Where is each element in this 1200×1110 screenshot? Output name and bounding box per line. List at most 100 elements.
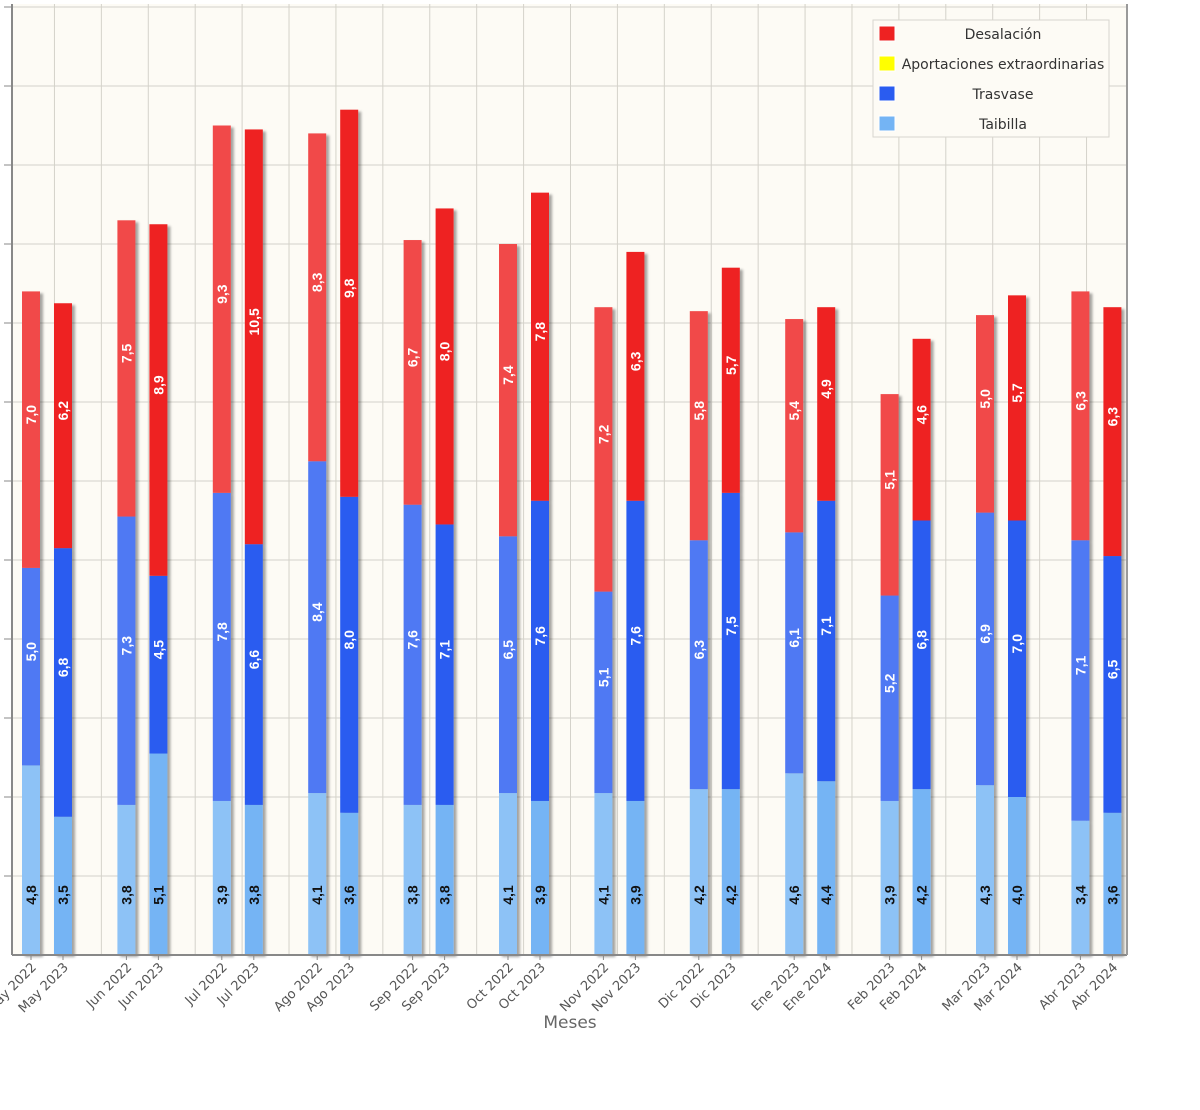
legend-swatch (878, 115, 896, 132)
bar-segment-trasvase (594, 591, 613, 794)
data-label-taibilla: 3,9 (214, 885, 230, 905)
bar-segment-taibilla (880, 800, 899, 955)
data-label-taibilla: 4,2 (723, 885, 739, 905)
data-label-desalacion: 8,3 (309, 272, 325, 292)
data-label-desalacion: 8,9 (150, 375, 166, 395)
data-label-desalacion: 5,7 (1009, 383, 1025, 403)
bar-stack-ago-2022 (308, 133, 327, 955)
x-axis-title: Meses (543, 1013, 596, 1033)
bar-segment-desalacion (435, 208, 454, 525)
bar-segment-trasvase (340, 496, 359, 813)
data-label-taibilla: 4,1 (595, 885, 611, 905)
bar-segment-taibilla (244, 804, 263, 955)
data-label-desalacion: 5,7 (723, 355, 739, 375)
legend-label: Desalación (965, 27, 1042, 43)
bar-stack-abr-2024 (1103, 307, 1122, 955)
data-label-taibilla: 3,8 (118, 885, 134, 905)
bar-segment-trasvase (212, 492, 231, 801)
bar-segment-taibilla (912, 789, 931, 955)
bar-segment-desalacion (721, 267, 740, 493)
bar-stack-abr-2023 (1071, 291, 1090, 955)
data-label-desalacion: 4,6 (914, 405, 930, 425)
bar-segment-trasvase (785, 532, 804, 774)
bar-stack-sep-2023 (435, 208, 454, 955)
data-label-taibilla: 5,1 (150, 885, 166, 905)
data-label-desalacion: 7,2 (595, 424, 611, 444)
bar-segment-desalacion (912, 338, 931, 521)
bar-segment-taibilla (54, 816, 72, 955)
bar-segment-taibilla (117, 804, 136, 955)
bar-segment-desalacion (54, 303, 72, 549)
data-label-desalacion: 10,5 (246, 308, 262, 335)
data-label-trasvase: 8,4 (309, 602, 325, 622)
data-label-trasvase: 5,1 (595, 667, 611, 687)
bar-segment-taibilla (594, 793, 613, 955)
legend-box (872, 19, 1110, 138)
data-label-desalacion: 6,3 (1104, 407, 1120, 427)
bar-stack-nov-2022 (594, 307, 613, 955)
data-label-desalacion: 9,8 (341, 278, 357, 298)
data-label-desalacion: 4,9 (818, 379, 834, 399)
legend-item-desalacion: Desalación (878, 25, 1042, 43)
bar-stack-ene-2024 (817, 307, 836, 955)
data-label-taibilla: 3,8 (246, 885, 262, 905)
legend-item-aportaciones-extraordinarias: Aportaciones extraordinarias (878, 55, 1104, 73)
plot-background (12, 4, 1127, 955)
data-label-taibilla: 4,1 (500, 885, 516, 905)
bar-segment-taibilla (212, 800, 231, 955)
data-label-trasvase: 5,0 (23, 642, 39, 662)
bar-segment-desalacion (499, 244, 517, 537)
data-label-taibilla: 4,2 (691, 885, 707, 905)
bar-stack-ago-2023 (340, 109, 359, 955)
bar-segment-desalacion (22, 291, 40, 568)
bar-segment-trasvase (149, 575, 168, 754)
bar-stack-ene-2023 (785, 319, 804, 955)
bar-segment-trasvase (817, 500, 836, 782)
data-label-trasvase: 7,0 (1009, 634, 1025, 654)
legend-item-taibilla: Taibilla (878, 115, 1027, 133)
data-label-trasvase: 7,6 (627, 626, 643, 646)
legend-swatch (878, 85, 896, 102)
bar-segment-trasvase (912, 520, 931, 790)
bar-stack-mar-2024 (1008, 295, 1026, 955)
bar-stack-jun-2023 (149, 224, 168, 955)
bar-segment-taibilla (1071, 820, 1090, 955)
legend-swatch (878, 25, 896, 42)
legend-item-trasvase: Trasvase (878, 85, 1033, 103)
data-label-taibilla: 4,2 (914, 885, 930, 905)
data-label-trasvase: 6,8 (914, 630, 930, 650)
bar-segment-desalacion (117, 220, 136, 517)
bar-segment-taibilla (976, 785, 994, 955)
data-label-desalacion: 6,2 (55, 401, 71, 421)
data-label-desalacion: 7,0 (23, 405, 39, 425)
data-label-trasvase: 6,5 (1104, 659, 1120, 679)
data-label-trasvase: 7,6 (532, 626, 548, 646)
bar-segment-trasvase (403, 504, 422, 805)
bar-segment-desalacion (689, 311, 708, 541)
data-label-trasvase: 7,6 (405, 630, 421, 650)
bar-segment-taibilla (149, 753, 168, 955)
legend: Desalación Aportaciones extraordinarias Tr… (872, 19, 1110, 138)
bar-segment-taibilla (1008, 797, 1026, 955)
data-label-taibilla: 3,8 (405, 885, 421, 905)
bar-stack-jul-2022 (212, 125, 231, 955)
data-label-desalacion: 5,1 (882, 470, 898, 490)
data-label-taibilla: 3,9 (882, 885, 898, 905)
bar-stack-oct-2022 (499, 244, 517, 955)
bar-segment-taibilla (689, 789, 708, 955)
bar-segment-trasvase (531, 500, 549, 801)
data-label-desalacion: 7,4 (500, 365, 516, 385)
data-label-taibilla: 4,1 (309, 885, 325, 905)
bar-segment-trasvase (1103, 556, 1122, 813)
bar-segment-taibilla (817, 781, 836, 955)
data-label-desalacion: 7,8 (532, 322, 548, 342)
bar-segment-taibilla (308, 793, 327, 955)
bar-segment-desalacion (1071, 291, 1090, 541)
bar-segment-desalacion (817, 307, 836, 501)
data-label-trasvase: 6,5 (500, 640, 516, 660)
bar-segment-desalacion (531, 192, 549, 501)
bar-segment-taibilla (721, 789, 740, 955)
bar-segment-desalacion (880, 394, 899, 596)
data-label-taibilla: 3,5 (55, 885, 71, 905)
